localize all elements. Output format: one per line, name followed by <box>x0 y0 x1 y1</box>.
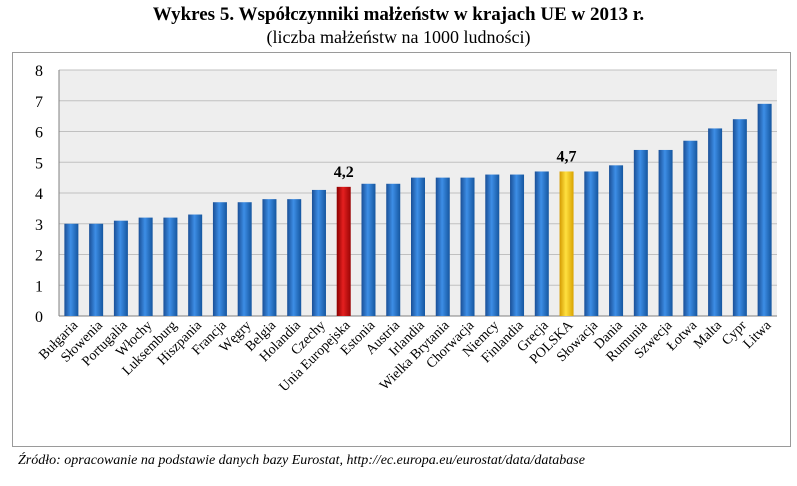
bar <box>361 183 376 316</box>
bar <box>510 174 525 316</box>
bar <box>485 174 500 316</box>
y-tick-label: 0 <box>35 309 43 326</box>
x-tick-label: Malta <box>691 318 725 352</box>
bar <box>534 171 549 316</box>
bar <box>138 217 153 316</box>
bar <box>89 223 104 316</box>
bar <box>584 171 599 316</box>
y-tick-label: 4 <box>35 186 43 203</box>
x-tick-label: Łotwa <box>664 318 700 354</box>
bar <box>633 149 648 316</box>
bar <box>708 128 723 316</box>
y-tick-label: 5 <box>35 155 43 172</box>
bar <box>163 217 178 316</box>
bar <box>559 171 574 316</box>
bar <box>386 183 401 316</box>
bar <box>113 220 128 316</box>
bar <box>757 103 772 316</box>
bar <box>287 199 302 316</box>
bar <box>311 189 326 316</box>
chart-subtitle: (liczba małżeństw na 1000 ludności) <box>266 27 531 47</box>
bar <box>262 199 277 316</box>
bar <box>336 186 351 316</box>
y-tick-label: 8 <box>35 63 43 80</box>
y-tick-label: 2 <box>35 248 43 265</box>
data-label: 4,7 <box>557 148 577 165</box>
bar <box>460 177 475 316</box>
bar <box>435 177 450 316</box>
x-tick-label: Litwa <box>741 318 775 352</box>
bar <box>732 119 747 316</box>
y-tick-label: 7 <box>35 94 43 111</box>
bar <box>64 223 79 316</box>
data-label: 4,2 <box>334 164 354 181</box>
y-tick-label: 1 <box>35 278 43 295</box>
bar <box>212 202 227 316</box>
bar <box>609 165 624 316</box>
source-note: Źródło: opracowanie na podstawie danych … <box>18 453 585 468</box>
bar <box>683 140 698 316</box>
y-tick-label: 6 <box>35 125 43 142</box>
bar <box>411 177 425 316</box>
chart-title: Wykres 5. Współczynniki małżeństw w kraj… <box>152 4 645 25</box>
bar <box>237 202 252 316</box>
bar <box>188 214 203 316</box>
y-tick-label: 3 <box>35 217 43 234</box>
bar <box>658 149 673 316</box>
